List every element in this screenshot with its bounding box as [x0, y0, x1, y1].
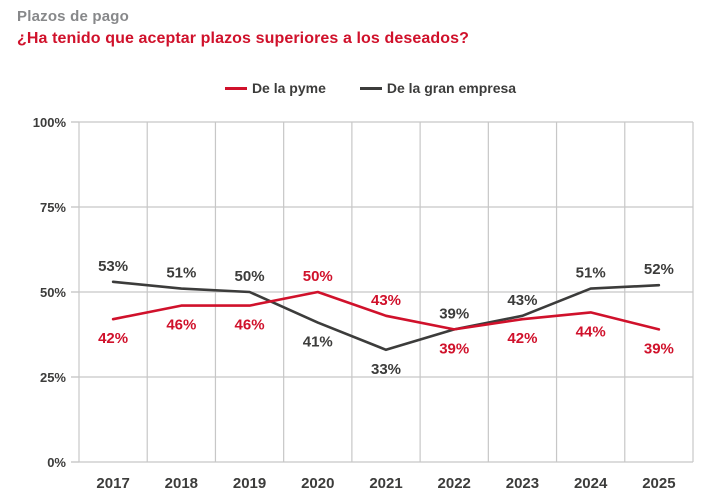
x-axis-year-label: 2024	[574, 475, 608, 492]
value-labels-pyme: 42% 46% 46% 50% 43% 39% 42% 44% 39%	[98, 268, 674, 357]
value-labels-gran-empresa: 53% 51% 50% 41% 33% 39% 43% 51% 52%	[98, 258, 674, 378]
y-axis-tick-label: 25%	[40, 370, 66, 385]
x-axis-year-label: 2018	[165, 475, 198, 492]
legend-item-pyme: De la pyme	[224, 80, 326, 96]
data-point-label: 39%	[644, 340, 674, 357]
x-axis-labels: 2017 2018 2019 2020 2021 2022 2023 2024 2025	[96, 475, 675, 492]
data-point-label: 46%	[166, 317, 196, 334]
data-point-label: 46%	[235, 317, 265, 334]
chart-title: Plazos de pago	[17, 8, 129, 25]
x-axis-year-label: 2022	[438, 475, 471, 492]
data-point-label: 41%	[303, 334, 333, 351]
data-point-label: 50%	[235, 268, 265, 285]
data-point-label: 53%	[98, 258, 128, 275]
data-point-label: 52%	[644, 261, 674, 278]
y-axis-labels: 0% 25% 50% 75% 100%	[33, 115, 67, 470]
data-point-label: 51%	[166, 265, 196, 282]
x-axis-year-label: 2023	[506, 475, 539, 492]
series-line-pyme	[111, 290, 661, 331]
y-axis-tick-label: 100%	[33, 115, 67, 130]
legend-label-pyme: De la pyme	[251, 80, 326, 96]
chart-grid	[71, 121, 694, 463]
x-axis-year-label: 2020	[301, 475, 334, 492]
x-axis-year-label: 2019	[233, 475, 266, 492]
data-point-label: 33%	[371, 361, 401, 378]
data-point-label: 43%	[371, 292, 401, 309]
legend-label-gran-empresa: De la gran empresa	[386, 80, 517, 96]
y-axis-tick-label: 0%	[47, 455, 66, 470]
data-point-label: 42%	[507, 330, 537, 347]
data-point-label: 39%	[439, 305, 469, 322]
data-point-label: 50%	[303, 268, 333, 285]
x-axis-year-label: 2017	[96, 475, 129, 492]
data-point-label: 51%	[576, 265, 606, 282]
y-axis-tick-label: 75%	[40, 200, 66, 215]
y-axis-tick-label: 50%	[40, 285, 66, 300]
series-line-gran-empresa	[111, 280, 661, 352]
x-axis-year-label: 2021	[369, 475, 402, 492]
legend-item-gran-empresa: De la gran empresa	[359, 80, 517, 96]
data-point-label: 43%	[507, 292, 537, 309]
chart-question: ¿Ha tenido que aceptar plazos superiores…	[17, 30, 469, 47]
legend-line-swatch-gran-empresa	[359, 86, 382, 90]
data-point-label: 39%	[439, 340, 469, 357]
data-point-label: 44%	[576, 323, 606, 340]
data-point-label: 42%	[98, 330, 128, 347]
legend: De la pyme De la gran empresa	[0, 80, 707, 96]
legend-line-swatch-pyme	[224, 86, 247, 90]
x-axis-year-label: 2025	[642, 475, 675, 492]
